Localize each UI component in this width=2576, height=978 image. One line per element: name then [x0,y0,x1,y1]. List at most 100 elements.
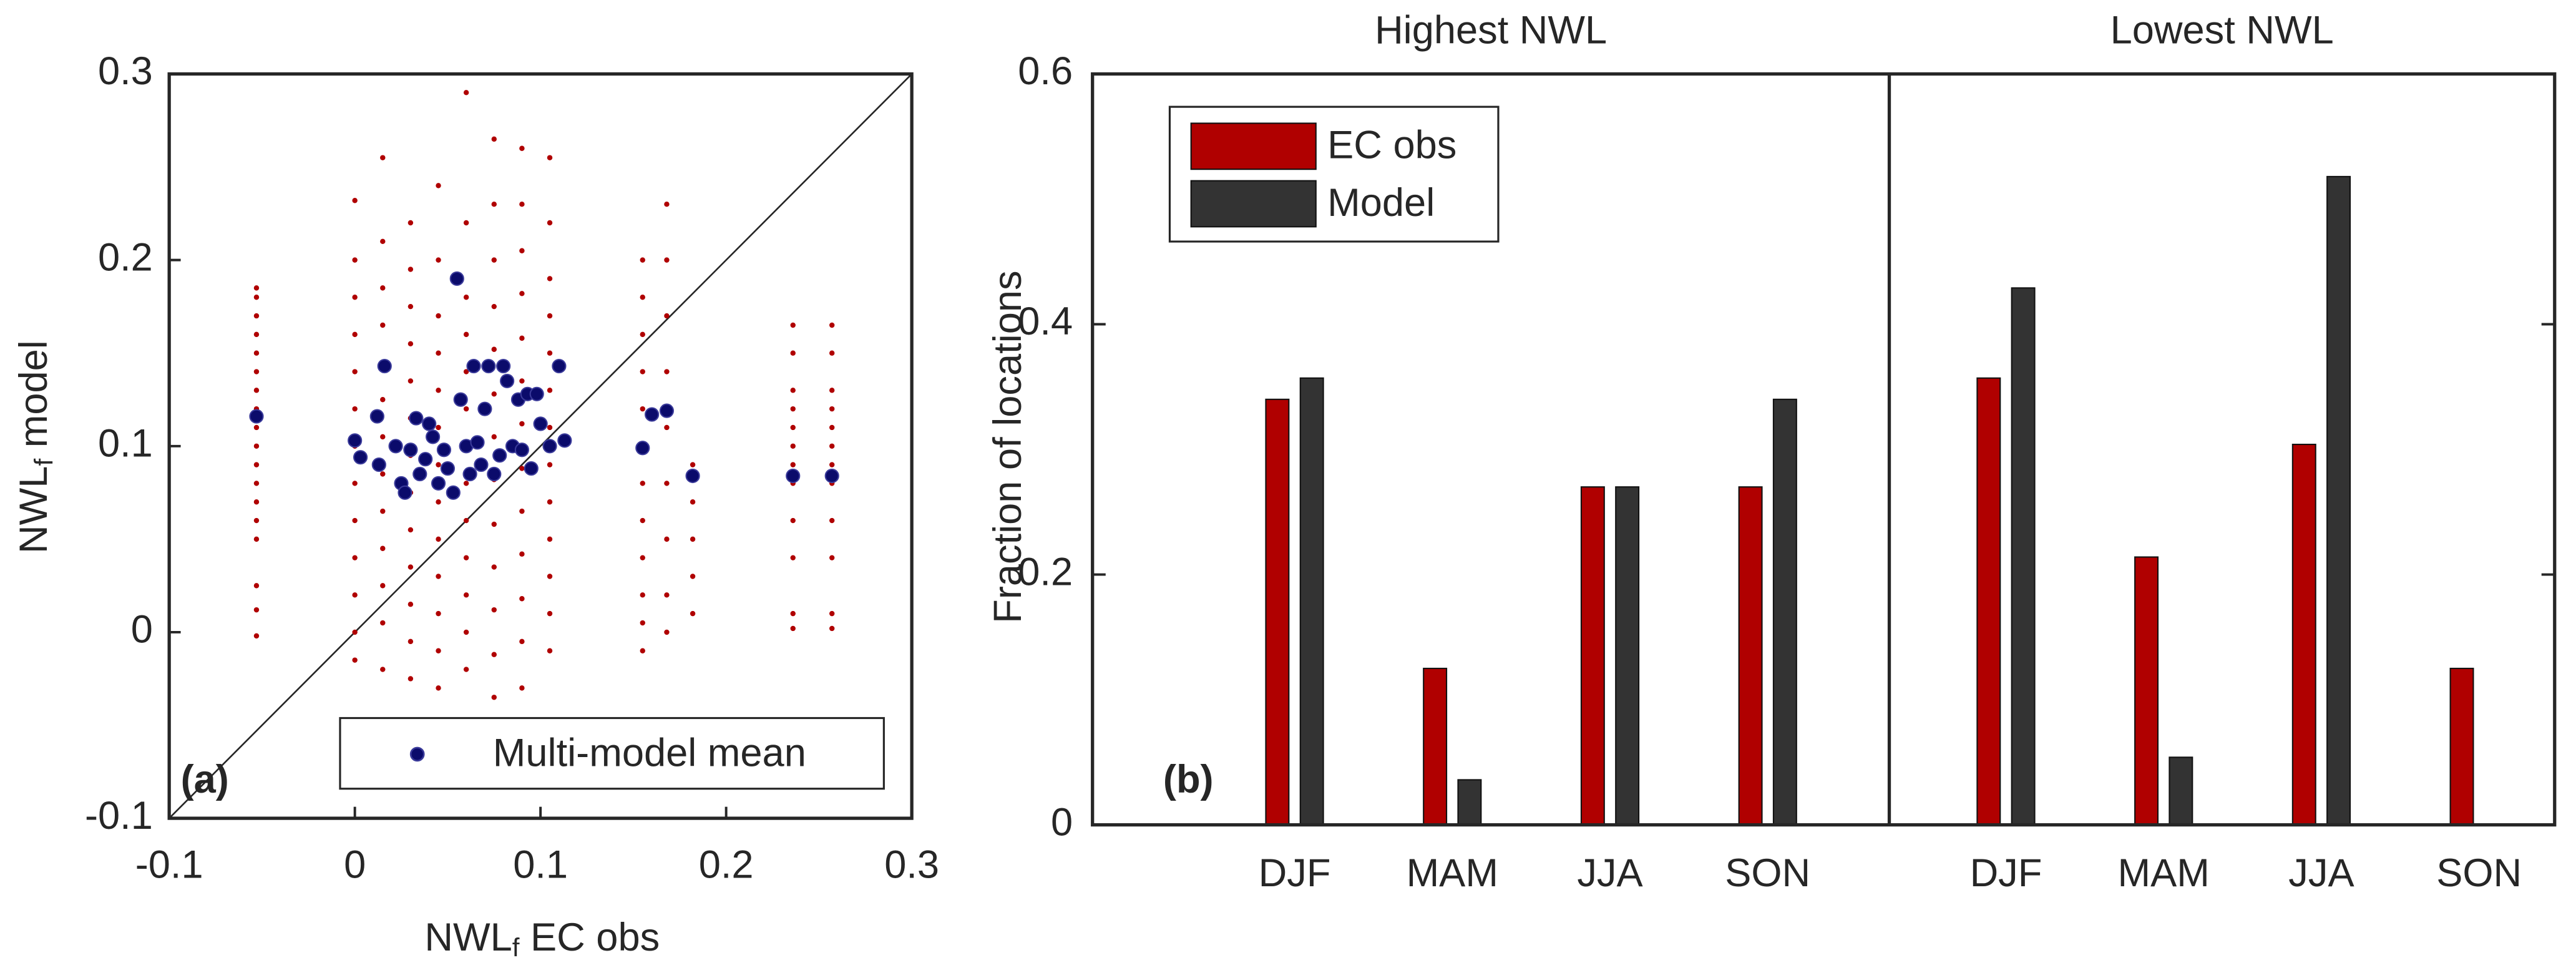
x-tick-label: DJF [1259,851,1331,895]
data-point [436,536,441,542]
mean-point [500,373,515,389]
bar [1457,779,1482,826]
legend-box [339,716,885,790]
x-tick-label: JJA [1577,851,1643,895]
mean-point [371,457,386,472]
data-point [690,499,696,505]
data-point [640,406,645,412]
data-point [463,481,469,486]
data-point [519,685,525,691]
data-point [407,378,414,384]
data-point [253,331,260,338]
legend-label: EC obs [1327,124,1456,167]
mean-point [418,452,433,467]
y-tick-label: 0 [131,608,153,652]
data-point [352,481,358,486]
data-point [547,648,553,653]
data-point [463,220,469,226]
bar [2326,175,2351,826]
data-point [352,257,358,263]
data-point [547,313,553,319]
data-point [519,508,525,514]
mean-point [369,409,384,424]
data-point [790,517,796,524]
data-point [352,629,358,635]
mean-point [659,403,675,418]
data-point [436,499,441,505]
y-tick-label: 0.2 [1018,550,1073,594]
x-axis-label: NWLf EC obs [424,916,660,962]
data-point [790,625,796,632]
data-point [253,583,260,589]
data-point [491,391,497,397]
mean-point [477,401,492,416]
data-point [491,607,497,613]
mean-point [824,468,839,484]
data-point [829,555,835,560]
data-point [352,657,358,663]
mean-point [348,433,363,448]
plot-frame [1091,72,2557,827]
data-point [253,607,260,613]
x-label-part: NWL [424,916,512,959]
data-point [790,388,796,393]
data-point [664,629,670,635]
data-point [519,466,525,471]
data-point [407,638,414,645]
y-label-part: NWL [12,466,56,554]
data-point [463,406,469,412]
data-point [547,155,553,160]
legend-marker [409,746,425,762]
data-point [407,267,414,272]
data-point [253,285,260,291]
mean-point [412,466,427,482]
data-point [829,322,835,328]
data-point [380,155,386,160]
data-point [253,499,260,505]
data-point [436,462,441,467]
data-point [436,648,441,653]
data-point [519,421,525,427]
data-point [352,295,358,300]
data-point [690,536,696,542]
mean-point [446,485,461,500]
data-point [547,350,553,356]
mean-point [474,457,489,472]
mean-point [514,443,529,457]
mean-point [542,439,557,454]
x-label-sub: f [512,933,520,962]
x-tick-label: -0.1 [135,843,203,887]
data-point [253,388,260,393]
data-point [380,285,386,291]
legend-label: Multi-model mean [493,731,806,775]
data-point [547,462,553,467]
x-tick-label: 0 [344,843,366,887]
data-point [380,471,386,477]
data-point [253,481,260,486]
data-point [547,276,553,281]
bar [1299,377,1324,826]
data-point [253,517,260,524]
y-tick-label: -0.1 [85,794,153,838]
panel-label: (a) [181,758,229,801]
data-point [664,424,670,431]
data-point [664,313,670,319]
legend-label: Model [1327,181,1435,225]
data-point [640,648,645,653]
mean-point [470,435,485,450]
y-label-sub: f [29,459,59,466]
data-point [519,638,525,645]
data-point [519,248,525,253]
mean-point [422,416,437,431]
data-point [436,183,441,188]
data-point [463,555,469,560]
data-point [547,220,553,226]
data-point [547,610,553,617]
data-point [829,443,835,449]
data-point [491,346,497,352]
mean-point [353,450,368,465]
bar [1738,486,1763,826]
data-point [352,592,358,598]
data-point [380,322,386,328]
data-point [640,295,645,300]
